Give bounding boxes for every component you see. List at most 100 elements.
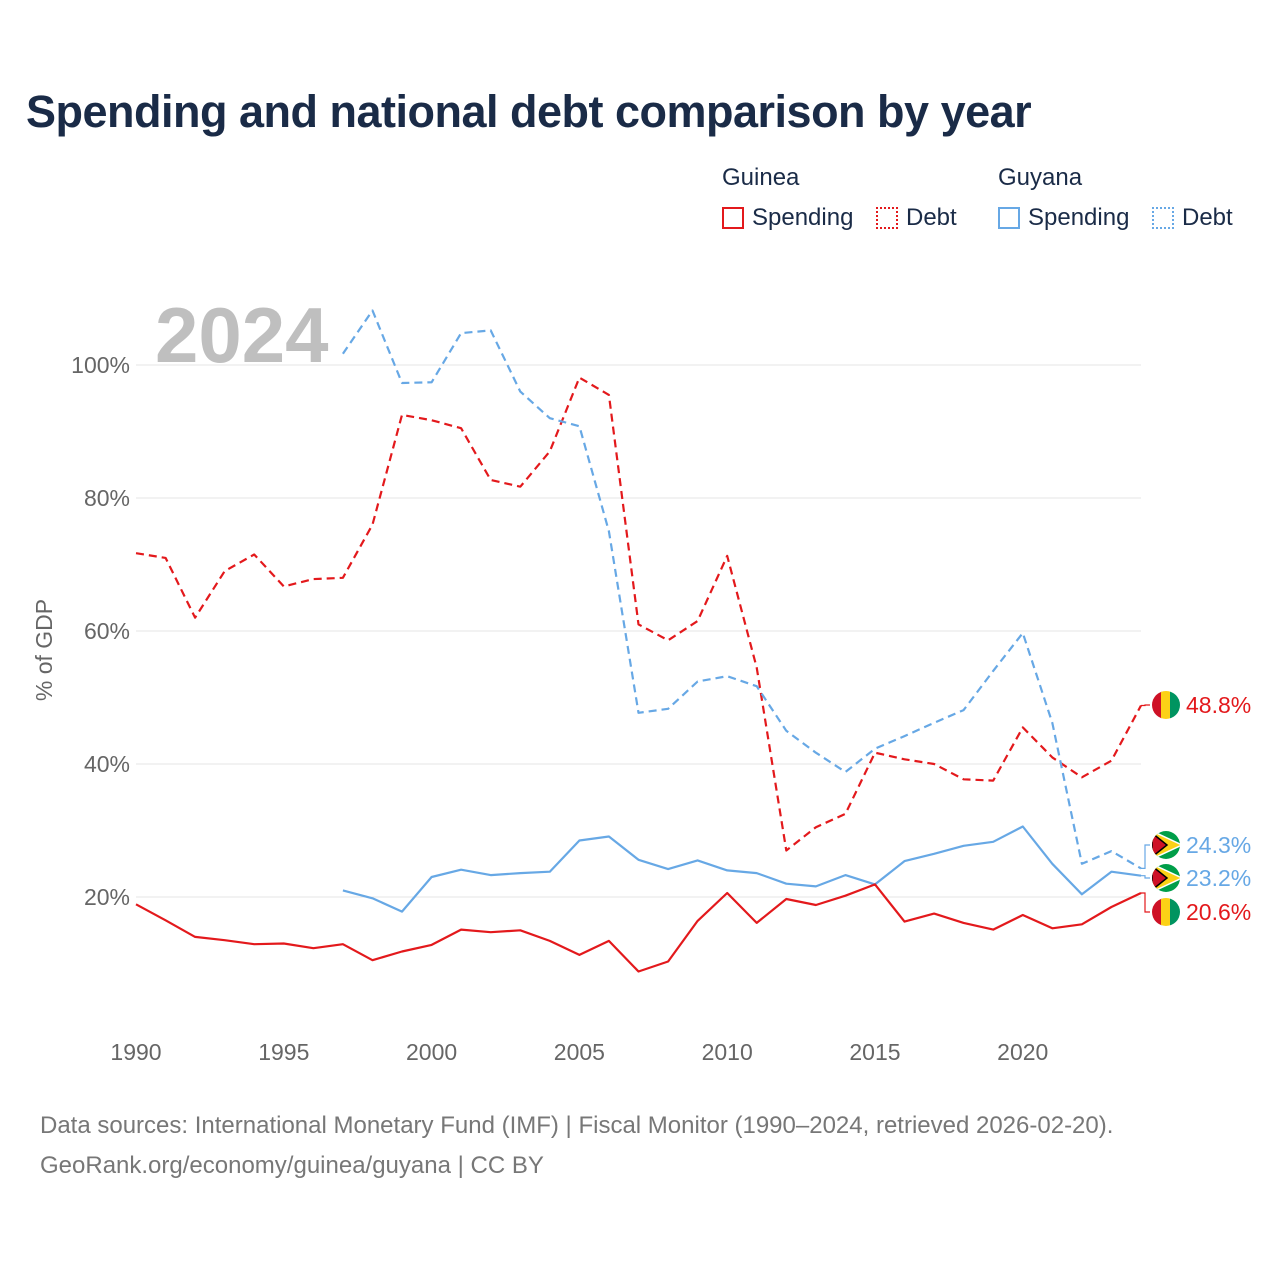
data-point-guyana-debt[interactable] xyxy=(813,750,818,755)
data-point-guyana-spending[interactable] xyxy=(459,867,464,872)
data-point-guyana-spending[interactable] xyxy=(725,868,730,873)
data-point-guyana-debt[interactable] xyxy=(666,706,671,711)
data-point-guinea-spending[interactable] xyxy=(932,911,937,916)
data-point-guyana-spending[interactable] xyxy=(695,858,700,863)
data-point-guinea-debt[interactable] xyxy=(1050,755,1055,760)
data-point-guinea-spending[interactable] xyxy=(695,918,700,923)
data-point-guinea-spending[interactable] xyxy=(902,919,907,924)
data-point-guinea-spending[interactable] xyxy=(370,958,375,963)
data-point-guyana-spending[interactable] xyxy=(518,871,523,876)
data-point-guinea-spending[interactable] xyxy=(754,920,759,925)
data-point-guyana-debt[interactable] xyxy=(577,424,582,429)
data-point-guinea-debt[interactable] xyxy=(163,555,168,560)
data-point-guinea-debt[interactable] xyxy=(695,619,700,624)
data-point-guyana-spending[interactable] xyxy=(932,851,937,856)
data-point-guyana-debt[interactable] xyxy=(843,770,848,775)
data-point-guinea-spending[interactable] xyxy=(1079,922,1084,927)
data-point-guinea-debt[interactable] xyxy=(666,638,671,643)
data-point-guyana-spending[interactable] xyxy=(606,834,611,839)
data-point-guyana-spending[interactable] xyxy=(547,869,552,874)
data-point-guyana-spending[interactable] xyxy=(340,888,345,893)
data-point-guinea-debt[interactable] xyxy=(636,622,641,627)
data-point-guinea-debt[interactable] xyxy=(340,575,345,580)
data-point-guinea-debt[interactable] xyxy=(459,426,464,431)
data-point-guyana-spending[interactable] xyxy=(902,859,907,864)
data-point-guyana-spending[interactable] xyxy=(1109,869,1114,874)
data-point-guinea-spending[interactable] xyxy=(163,918,168,923)
data-point-guyana-spending[interactable] xyxy=(577,838,582,843)
legend-item-guyana-spending[interactable]: Spending xyxy=(998,204,1129,232)
data-point-guinea-debt[interactable] xyxy=(281,584,286,589)
data-point-guinea-debt[interactable] xyxy=(134,551,139,556)
data-point-guinea-spending[interactable] xyxy=(991,927,996,932)
data-point-guyana-debt[interactable] xyxy=(754,684,759,689)
data-point-guyana-debt[interactable] xyxy=(547,416,552,421)
data-point-guyana-spending[interactable] xyxy=(784,881,789,886)
data-point-guinea-debt[interactable] xyxy=(370,522,375,527)
data-point-guinea-spending[interactable] xyxy=(843,893,848,898)
data-point-guinea-spending[interactable] xyxy=(547,938,552,943)
data-point-guinea-debt[interactable] xyxy=(1020,725,1025,730)
data-point-guyana-debt[interactable] xyxy=(606,529,611,534)
data-point-guinea-debt[interactable] xyxy=(813,825,818,830)
data-point-guinea-debt[interactable] xyxy=(518,484,523,489)
data-point-guyana-spending[interactable] xyxy=(991,839,996,844)
data-point-guyana-spending[interactable] xyxy=(636,857,641,862)
data-point-guinea-spending[interactable] xyxy=(281,941,286,946)
data-point-guinea-spending[interactable] xyxy=(1050,926,1055,931)
data-point-guinea-spending[interactable] xyxy=(488,930,493,935)
data-point-guinea-spending[interactable] xyxy=(1109,905,1114,910)
data-point-guinea-spending[interactable] xyxy=(666,959,671,964)
data-point-guyana-debt[interactable] xyxy=(991,668,996,673)
data-point-guyana-debt[interactable] xyxy=(400,381,405,386)
data-point-guyana-debt[interactable] xyxy=(429,380,434,385)
data-point-guinea-spending[interactable] xyxy=(311,946,316,951)
data-point-guinea-spending[interactable] xyxy=(725,891,730,896)
data-point-guinea-spending[interactable] xyxy=(459,927,464,932)
data-point-guyana-spending[interactable] xyxy=(429,875,434,880)
data-point-guyana-spending[interactable] xyxy=(813,884,818,889)
data-point-guinea-spending[interactable] xyxy=(606,938,611,943)
data-point-guyana-spending[interactable] xyxy=(1079,892,1084,897)
data-point-guinea-spending[interactable] xyxy=(636,969,641,974)
data-point-guinea-spending[interactable] xyxy=(518,928,523,933)
data-point-guinea-spending[interactable] xyxy=(784,897,789,902)
data-point-guinea-debt[interactable] xyxy=(784,848,789,853)
data-point-guinea-spending[interactable] xyxy=(961,920,966,925)
data-point-guyana-debt[interactable] xyxy=(1020,631,1025,636)
legend-item-guyana-debt[interactable]: Debt xyxy=(1152,204,1233,232)
data-point-guinea-debt[interactable] xyxy=(725,553,730,558)
series-line-guyana-debt[interactable] xyxy=(341,309,1142,870)
data-point-guyana-debt[interactable] xyxy=(518,389,523,394)
data-point-guinea-spending[interactable] xyxy=(873,882,878,887)
data-point-guyana-debt[interactable] xyxy=(1079,861,1084,866)
data-point-guyana-debt[interactable] xyxy=(873,746,878,751)
data-point-guinea-debt[interactable] xyxy=(577,375,582,380)
data-point-guyana-debt[interactable] xyxy=(340,351,345,356)
data-point-guinea-spending[interactable] xyxy=(813,903,818,908)
data-point-guinea-spending[interactable] xyxy=(252,942,257,947)
data-point-guinea-debt[interactable] xyxy=(400,412,405,417)
data-point-guinea-spending[interactable] xyxy=(134,902,139,907)
data-point-guyana-spending[interactable] xyxy=(666,867,671,872)
data-point-guyana-spending[interactable] xyxy=(400,909,405,914)
data-point-guinea-debt[interactable] xyxy=(429,418,434,423)
series-line-guinea-spending[interactable] xyxy=(135,883,1142,973)
data-point-guyana-debt[interactable] xyxy=(1050,720,1055,725)
legend-item-guinea-spending[interactable]: Spending xyxy=(722,204,853,232)
data-point-guinea-debt[interactable] xyxy=(547,449,552,454)
series-line-guinea-debt[interactable] xyxy=(135,376,1142,852)
data-point-guyana-spending[interactable] xyxy=(488,873,493,878)
data-point-guyana-spending[interactable] xyxy=(370,896,375,901)
data-point-guyana-debt[interactable] xyxy=(784,728,789,733)
data-point-guinea-debt[interactable] xyxy=(488,478,493,483)
series-line-guyana-spending[interactable] xyxy=(342,825,1142,913)
data-point-guinea-spending[interactable] xyxy=(1020,913,1025,918)
data-point-guyana-debt[interactable] xyxy=(695,679,700,684)
data-point-guyana-spending[interactable] xyxy=(843,873,848,878)
footer-link[interactable]: GeoRank.org/economy/guinea/guyana | CC B… xyxy=(40,1152,544,1179)
data-point-guinea-debt[interactable] xyxy=(193,615,198,620)
data-point-guinea-debt[interactable] xyxy=(606,392,611,397)
data-point-guyana-debt[interactable] xyxy=(1109,849,1114,854)
data-point-guinea-spending[interactable] xyxy=(193,934,198,939)
